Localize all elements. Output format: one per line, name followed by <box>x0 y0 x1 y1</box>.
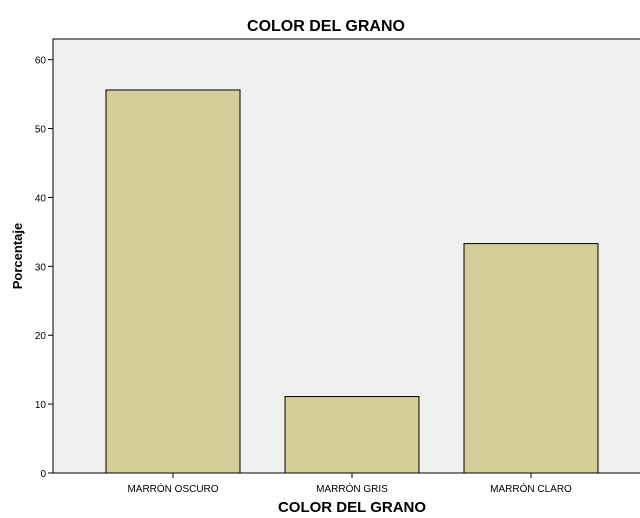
y-tick-label: 0 <box>40 469 46 480</box>
x-tick-label: MARRÓN GRIS <box>316 482 388 495</box>
y-tick-label: 20 <box>35 331 47 342</box>
x-tick-label: MARRÓN CLARO <box>490 482 572 495</box>
bars-group <box>105 89 599 474</box>
bar-3 <box>463 243 599 474</box>
x-axis: MARRÓN OSCURO MARRÓN GRIS MARRÓN CLARO <box>127 473 572 495</box>
y-tick-label: 10 <box>35 400 47 411</box>
y-tick-label: 50 <box>35 125 47 136</box>
x-axis-label: COLOR DEL GRANO <box>278 499 426 516</box>
y-axis-label: Porcentaje <box>10 223 25 289</box>
chart-title: COLOR DEL GRANO <box>247 18 405 35</box>
y-tick-label: 40 <box>35 193 47 204</box>
bar-1 <box>105 89 241 474</box>
y-axis: 0 10 20 30 40 50 60 <box>35 56 53 480</box>
bar-2 <box>284 396 420 474</box>
y-tick-label: 60 <box>35 56 47 67</box>
x-tick-label: MARRÓN OSCURO <box>127 482 218 495</box>
y-tick-label: 30 <box>35 262 47 273</box>
